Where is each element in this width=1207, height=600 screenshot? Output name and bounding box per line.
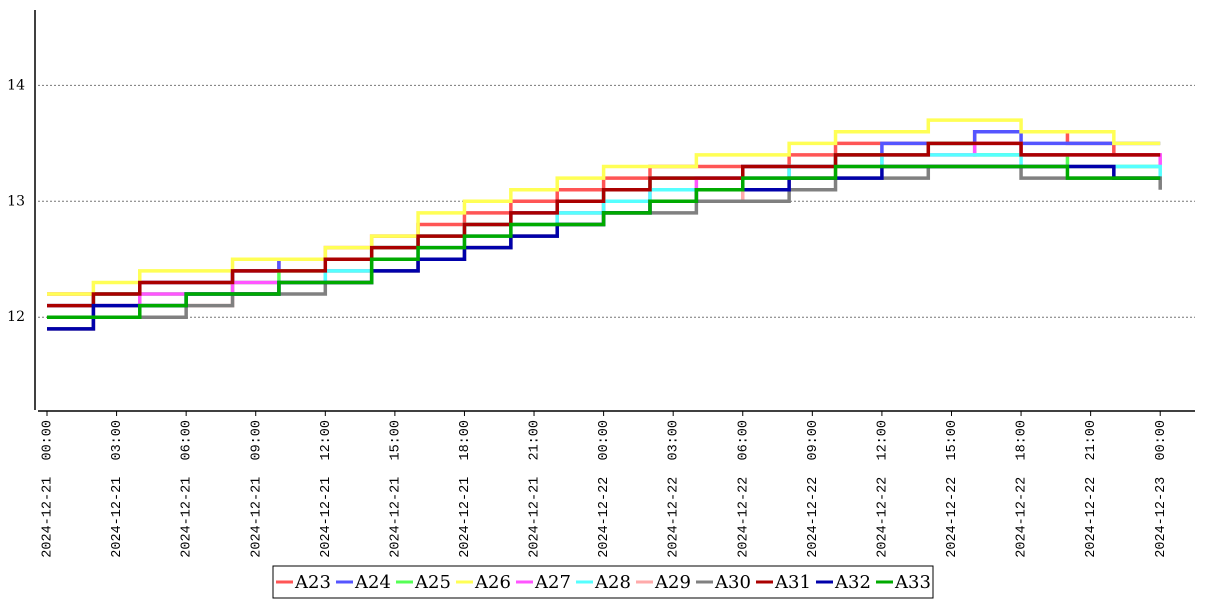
y-tick-label: 14	[7, 77, 25, 93]
x-tick-label: 2024-12-22 00:00	[597, 420, 612, 558]
x-tick-label: 2024-12-21 15:00	[388, 420, 403, 558]
legend-label: A33	[894, 572, 931, 593]
y-tick-label: 13	[7, 193, 25, 209]
x-tick-label: 2024-12-21 12:00	[319, 420, 334, 558]
series-line	[47, 141, 1161, 308]
x-tick-label: 2024-12-21 18:00	[458, 420, 473, 558]
x-tick-label: 2024-12-21 00:00	[41, 420, 56, 558]
x-tick-label: 2024-12-23 00:00	[1154, 420, 1169, 558]
x-tick-label: 2024-12-21 21:00	[528, 420, 543, 558]
x-tick-label: 2024-12-21 09:00	[249, 420, 264, 558]
legend-label: A29	[654, 572, 691, 593]
x-tick-label: 2024-12-22 06:00	[736, 420, 751, 558]
x-tick-label: 2024-12-22 12:00	[875, 420, 890, 558]
x-tick-label: 2024-12-22 03:00	[667, 420, 682, 558]
legend-label: A26	[474, 572, 511, 593]
legend-label: A28	[594, 572, 631, 593]
legend-label: A27	[534, 572, 571, 593]
legend-label: A31	[774, 572, 811, 593]
x-tick-label: 2024-12-21 06:00	[180, 420, 195, 558]
x-tick-label: 2024-12-22 09:00	[806, 420, 821, 558]
series-line	[47, 118, 1161, 296]
x-tick-label: 2024-12-22 18:00	[1015, 420, 1030, 558]
legend-label: A30	[714, 572, 751, 593]
legend-label: A32	[834, 572, 871, 593]
legend-label: A24	[354, 572, 391, 593]
x-tick-label: 2024-12-22 15:00	[945, 420, 960, 558]
series-line	[47, 164, 1161, 319]
x-tick-label: 2024-12-22 21:00	[1084, 420, 1099, 558]
legend-label: A23	[294, 572, 331, 593]
y-tick-label: 12	[7, 309, 25, 325]
x-tick-label: 2024-12-21 03:00	[110, 420, 125, 558]
legend-label: A25	[414, 572, 451, 593]
